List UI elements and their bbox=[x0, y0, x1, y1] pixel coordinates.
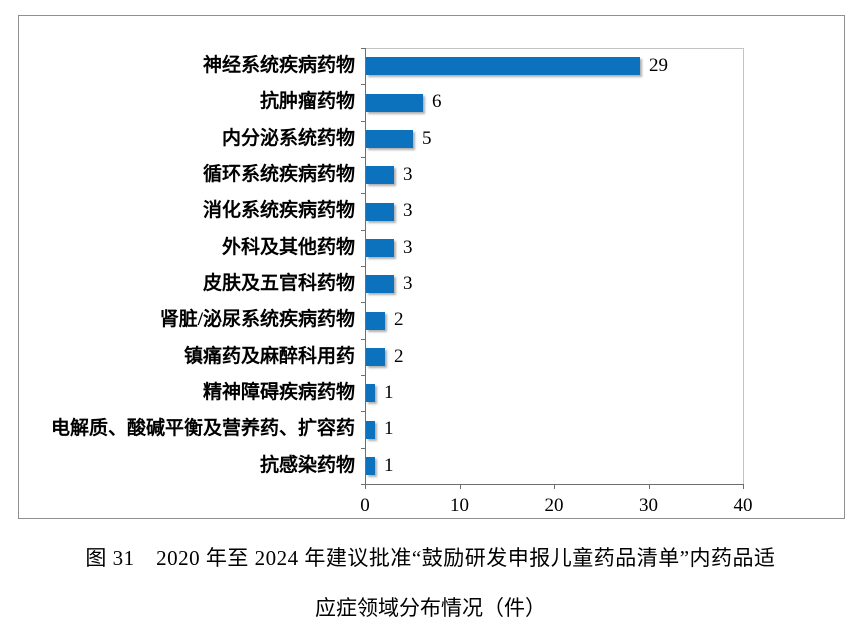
y-tick bbox=[361, 484, 365, 485]
x-tick-label: 10 bbox=[450, 495, 469, 516]
bar bbox=[366, 275, 394, 294]
y-tick bbox=[361, 157, 365, 158]
bar bbox=[366, 347, 385, 366]
category-label: 抗肿瘤药物 bbox=[259, 91, 355, 113]
caption-line-1: 图 31 2020 年至 2024 年建议批准“鼓励研发申报儿童药品清单”内药品… bbox=[85, 546, 776, 570]
value-label: 5 bbox=[422, 127, 432, 149]
value-label: 2 bbox=[394, 345, 404, 367]
bar bbox=[366, 166, 394, 185]
y-tick bbox=[361, 121, 365, 122]
y-tick bbox=[361, 48, 365, 49]
bar bbox=[366, 93, 423, 112]
value-label: 3 bbox=[403, 236, 413, 258]
category-label: 皮肤及五官科药物 bbox=[202, 273, 355, 294]
y-tick bbox=[361, 302, 365, 303]
x-tick-label: 40 bbox=[733, 495, 753, 516]
y-tick bbox=[361, 339, 365, 340]
value-label: 1 bbox=[384, 418, 394, 440]
category-label: 精神障碍疾病药物 bbox=[202, 382, 355, 403]
value-label: 3 bbox=[403, 273, 413, 294]
value-label: 3 bbox=[403, 164, 413, 185]
value-label: 1 bbox=[384, 454, 394, 476]
x-tick-label: 0 bbox=[360, 495, 370, 516]
category-label: 肾脏/泌尿系统疾病药物 bbox=[159, 309, 355, 331]
bar-chart-figure: 神经系统疾病药物 29 抗肿瘤药物 6 内分泌系统药物 5 循环系统疾病药物 3 消化系统疾病药… bbox=[18, 15, 845, 519]
value-label: 29 bbox=[649, 55, 668, 76]
y-tick bbox=[361, 193, 365, 194]
x-tick bbox=[459, 484, 461, 489]
bar bbox=[366, 384, 375, 403]
y-tick bbox=[361, 411, 365, 412]
category-label: 电解质、酸碱平衡及营养药、扩容药 bbox=[50, 418, 355, 440]
category-label: 循环系统疾病药物 bbox=[202, 164, 355, 185]
plot-area-right-border bbox=[743, 48, 744, 489]
y-tick bbox=[361, 84, 365, 85]
category-label: 消化系统疾病药物 bbox=[202, 200, 355, 222]
figure-caption: 图 31 2020 年至 2024 年建议批准“鼓励研发申报儿童药品清单”内药品… bbox=[0, 542, 861, 622]
bar bbox=[366, 456, 375, 475]
category-label: 内分泌系统药物 bbox=[221, 127, 355, 149]
category-label: 外科及其他药物 bbox=[221, 236, 355, 258]
bar bbox=[366, 420, 375, 439]
y-tick bbox=[361, 375, 365, 376]
value-label: 2 bbox=[394, 309, 404, 331]
value-label: 6 bbox=[432, 91, 442, 113]
category-label: 神经系统疾病药物 bbox=[202, 55, 355, 76]
value-label: 3 bbox=[403, 200, 413, 222]
bar bbox=[366, 129, 413, 148]
x-tick bbox=[743, 484, 744, 489]
category-label: 镇痛药及麻醉科用药 bbox=[183, 345, 355, 367]
category-label: 抗感染药物 bbox=[259, 454, 355, 476]
x-tick bbox=[648, 484, 650, 489]
value-label: 1 bbox=[384, 382, 394, 403]
bar bbox=[366, 238, 394, 257]
x-tick bbox=[365, 484, 366, 489]
y-tick bbox=[361, 266, 365, 267]
caption-line-2: 应症领域分布情况（件） bbox=[315, 596, 546, 620]
x-tick-label: 20 bbox=[544, 495, 564, 516]
bar bbox=[366, 311, 385, 330]
y-tick bbox=[361, 448, 365, 449]
bar bbox=[366, 57, 640, 76]
x-tick-label: 30 bbox=[639, 495, 658, 516]
y-axis bbox=[365, 48, 366, 485]
y-tick bbox=[361, 230, 365, 231]
plot-area-top-border bbox=[365, 48, 743, 49]
x-tick bbox=[554, 484, 555, 489]
bar bbox=[366, 202, 394, 221]
